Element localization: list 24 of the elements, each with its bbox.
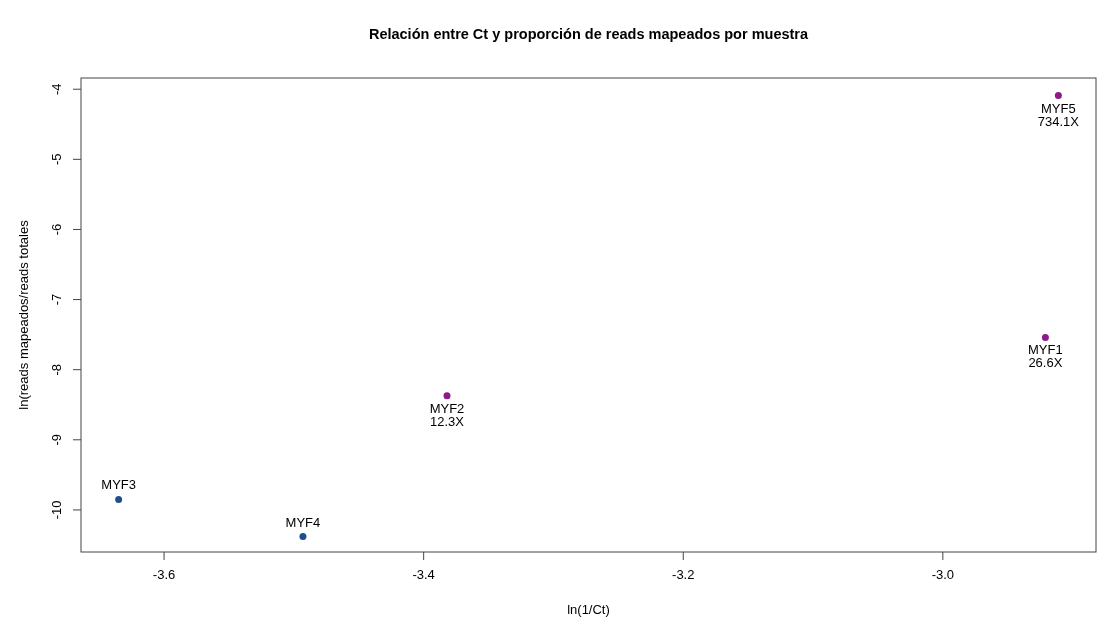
y-tick-label: -4 bbox=[49, 83, 64, 95]
x-tick-label: -3.2 bbox=[672, 567, 695, 582]
annotation: MYF4 bbox=[285, 514, 321, 530]
y-tick-label: -5 bbox=[49, 153, 64, 166]
annotation: MYF3 bbox=[101, 477, 136, 493]
y-tick-label: -6 bbox=[49, 223, 64, 236]
point bbox=[1041, 333, 1049, 341]
annotation: MYF1 26.6X bbox=[1028, 342, 1063, 371]
x-tick-label: -3.4 bbox=[412, 567, 435, 582]
point bbox=[1054, 92, 1062, 100]
point bbox=[115, 495, 123, 503]
x-axis-title: ln(1/Ct) bbox=[567, 602, 610, 617]
y-tick-label: -10 bbox=[49, 500, 64, 520]
annotation: MYF2 12.3X bbox=[429, 400, 465, 429]
y-tick-label: -9 bbox=[49, 434, 64, 446]
y-axis-title: ln(reads mapeados/reads totales bbox=[16, 219, 31, 410]
chart-title: Relación entre Ct y proporción de reads mapeados por muestra bbox=[368, 26, 809, 42]
x-tick-label: -3.0 bbox=[931, 567, 955, 582]
x-tick-label: -3.6 bbox=[152, 567, 176, 582]
point bbox=[299, 533, 307, 541]
y-tick-label: -8 bbox=[49, 363, 64, 376]
annotation: MYF5 734.1X bbox=[1037, 100, 1080, 129]
point bbox=[443, 392, 451, 400]
y-tick-label: -7 bbox=[49, 293, 64, 306]
